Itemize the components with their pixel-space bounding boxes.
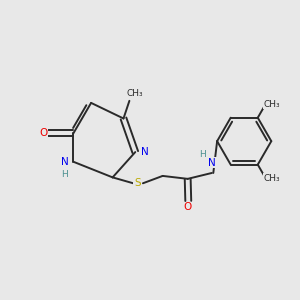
- Text: N: N: [208, 158, 216, 168]
- Text: S: S: [134, 178, 141, 188]
- Text: CH₃: CH₃: [127, 89, 144, 98]
- Text: CH₃: CH₃: [264, 100, 280, 109]
- Text: CH₃: CH₃: [264, 174, 280, 183]
- Text: N: N: [141, 147, 148, 157]
- Text: O: O: [184, 202, 192, 212]
- Text: H: H: [61, 169, 68, 178]
- Text: N: N: [61, 157, 68, 167]
- Text: H: H: [199, 150, 206, 159]
- Text: O: O: [39, 128, 47, 138]
